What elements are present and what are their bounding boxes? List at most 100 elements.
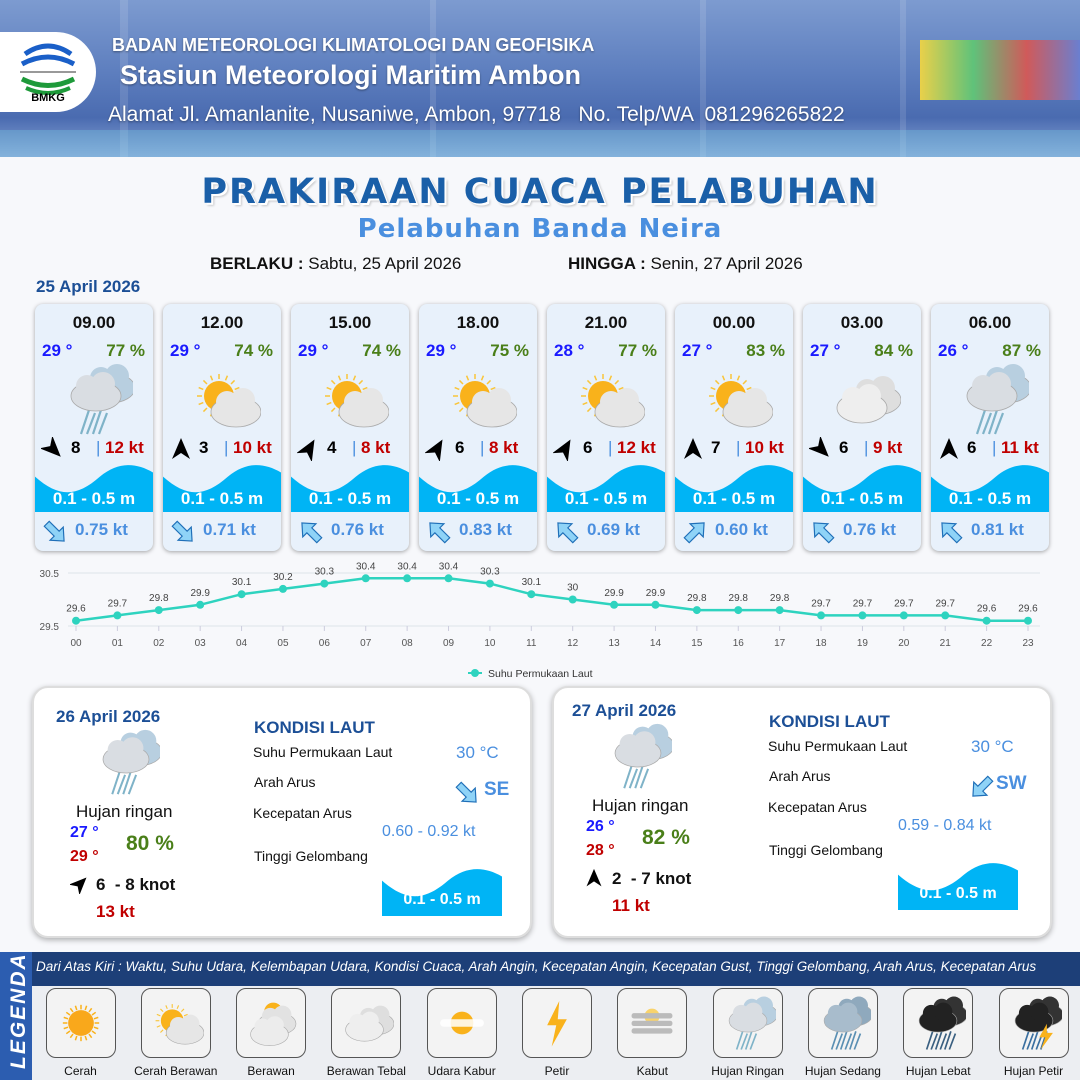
data-label: 29.9 <box>190 588 210 599</box>
forecast-card: 00.00 27 ° 83 % 7 | 10 kt 0.1 - 0.5 m 0.… <box>675 304 793 551</box>
data-label: 29.6 <box>977 604 997 615</box>
data-point <box>361 574 370 583</box>
x-tick-label: 05 <box>277 638 289 649</box>
data-point <box>403 574 412 583</box>
wind-speed-range: 2 - 7 knot <box>612 869 692 888</box>
data-point <box>113 611 122 620</box>
wave-graphic <box>675 460 793 512</box>
forecast-card: 18.00 29 ° 75 % 6 | 8 kt 0.1 - 0.5 m 0.8… <box>419 304 537 551</box>
current-info: 0.75 kt <box>41 518 151 544</box>
current-speed: 0.81 kt <box>971 520 1024 539</box>
udara-kabur-icon <box>426 988 497 1058</box>
x-tick-label: 10 <box>484 638 496 649</box>
wind-info: 6 | 8 kt <box>424 438 535 463</box>
forecast-time: 15.00 <box>328 313 372 332</box>
current-info: 0.69 kt <box>553 518 663 544</box>
current-direction-value: SW <box>996 773 1027 794</box>
data-label: 29.9 <box>604 588 624 599</box>
data-point <box>196 600 205 609</box>
cerah-icon <box>45 988 116 1058</box>
air-temperature: 28 ° <box>554 341 585 360</box>
x-tick-label: 13 <box>609 638 621 649</box>
humidity: 82 % <box>642 826 690 849</box>
logo-text: BMKG <box>31 92 65 104</box>
forecast-time: 00.00 <box>712 313 756 332</box>
data-point <box>237 590 246 599</box>
wave-height: 0.1 - 0.5 m <box>820 489 904 508</box>
hujan-ringan-icon <box>955 362 1032 436</box>
x-tick-label: 19 <box>857 638 869 649</box>
legend-description: Dari Atas Kiri : Waktu, Suhu Udara, Kele… <box>36 959 1037 974</box>
wind-speed: 6 <box>839 438 849 457</box>
forecast-card: 06.00 26 ° 87 % 6 | 11 kt 0.1 - 0.5 m 0.… <box>931 304 1049 551</box>
wave-height-value: 0.1 - 0.5 m <box>403 891 481 908</box>
forecast-card: 03.00 27 ° 84 % 6 | 9 kt 0.1 - 0.5 m 0.7… <box>803 304 921 551</box>
wind-direction-icon <box>681 437 705 466</box>
legend-item-label: Cerah <box>64 1064 97 1078</box>
data-label: 30.1 <box>232 577 252 588</box>
wind-info: 7 | 10 kt <box>681 438 791 460</box>
petir-icon <box>522 988 592 1058</box>
humidity: 84 % <box>874 341 913 360</box>
x-tick-label: 23 <box>1022 638 1034 649</box>
humidity: 77 % <box>618 341 657 360</box>
station-name: Stasiun Meteorologi Maritim Ambon <box>120 60 582 90</box>
current-direction-icon <box>425 518 453 551</box>
data-point <box>982 616 991 625</box>
legend-item-label: Udara Kabur <box>427 1064 496 1078</box>
wind-speed: 6 <box>455 438 465 457</box>
data-point <box>154 606 163 615</box>
sst-label: Suhu Permukaan Laut <box>768 738 908 754</box>
legend-label: Suhu Permukaan Laut <box>488 668 593 680</box>
data-point <box>444 574 453 583</box>
data-label: 30.4 <box>397 561 417 572</box>
x-tick-label: 20 <box>898 638 910 649</box>
current-speed: 0.83 kt <box>459 520 512 539</box>
humidity: 74 % <box>362 341 401 360</box>
current-speed-value: 0.59 - 0.84 kt <box>898 817 992 834</box>
wave-height: 0.1 - 0.5 m <box>564 489 648 508</box>
data-label: 29.8 <box>729 593 749 604</box>
legend-item-label: Hujan Ringan <box>711 1064 784 1078</box>
current-direction-label: Arah Arus <box>769 768 831 784</box>
station-address: Alamat Jl. Amanlanite, Nusaniwe, Ambon, … <box>108 103 845 126</box>
hujan-sedang-icon <box>807 988 878 1058</box>
x-tick-label: 21 <box>940 638 952 649</box>
sst-value: 30 °C <box>971 737 1014 756</box>
legend-item: Hujan Lebat <box>891 988 986 1078</box>
gust-speed: 8 kt <box>361 438 391 457</box>
gust-speed: 10 kt <box>745 438 784 457</box>
data-point <box>485 579 494 588</box>
port-name: Pelabuhan Banda Neira <box>357 214 723 244</box>
temp-min: 26 ° <box>586 818 615 835</box>
x-tick-label: 06 <box>319 638 331 649</box>
data-label: 29.8 <box>770 593 790 604</box>
legend-item-label: Hujan Lebat <box>905 1064 971 1078</box>
wind-direction-icon <box>296 437 321 466</box>
current-info: 0.81 kt <box>937 518 1047 544</box>
y-tick-label: 30.5 <box>40 569 60 580</box>
series-line <box>75 577 1028 622</box>
wind-direction-icon <box>68 874 90 899</box>
wave-height: 0.1 - 0.5 m <box>180 489 264 508</box>
data-point <box>278 584 287 593</box>
x-tick-label: 03 <box>195 638 207 649</box>
legend-item: Kabut <box>605 988 700 1078</box>
wind-direction-icon <box>584 868 604 893</box>
legend-item: Hujan Ringan <box>700 988 795 1078</box>
air-temperature: 27 ° <box>810 341 841 360</box>
data-label: 29.6 <box>1018 604 1038 615</box>
air-temperature: 26 ° <box>938 341 969 360</box>
legend-item: Cerah Berawan <box>128 988 223 1078</box>
berawan-tebal-icon <box>827 362 902 436</box>
x-tick-label: 15 <box>691 638 703 649</box>
sst-value: 30 °C <box>456 743 499 762</box>
legend-side: LEGENDA <box>0 952 32 1080</box>
data-label: 29.7 <box>935 598 955 609</box>
condition-label: Hujan ringan <box>592 796 689 815</box>
x-tick-label: 01 <box>112 638 124 649</box>
forecast-card: 09.00 29 ° 77 % 8 | 12 kt 0.1 - 0.5 m 0.… <box>35 304 153 551</box>
data-label: 29.7 <box>894 598 914 609</box>
cerah-berawan-icon <box>699 362 774 436</box>
separator: | <box>480 438 485 457</box>
